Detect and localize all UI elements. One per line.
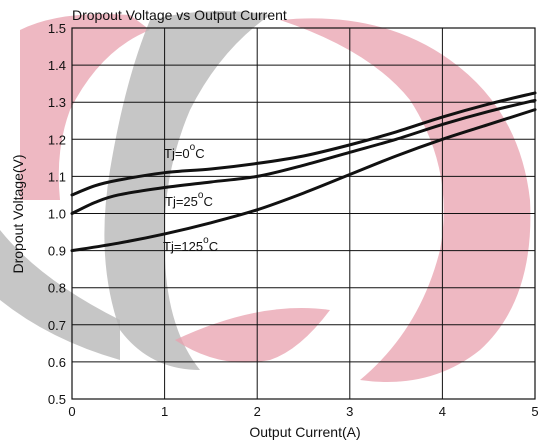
- series-labels: Tj=0oC Tj=25oC Tj=125oC: [163, 142, 218, 254]
- x-tick-label: 4: [439, 404, 446, 419]
- x-tick-labels: 0 1 2 3 4 5: [68, 404, 538, 419]
- series-lines: [70, 91, 537, 253]
- y-axis-label: Dropout Voltage(V): [10, 154, 26, 273]
- chart-title: Dropout Voltage vs Output Current: [72, 7, 287, 23]
- series-line-2: [70, 108, 537, 253]
- series-label-2: Tj=125oC: [163, 235, 218, 254]
- series-line-0: [70, 91, 537, 197]
- y-tick-label: 1.1: [48, 169, 66, 184]
- y-tick-label: 0.8: [48, 281, 66, 296]
- y-tick-label: 1.5: [48, 21, 66, 36]
- x-tick-label: 1: [161, 404, 168, 419]
- watermark-graphic: [0, 11, 531, 382]
- y-tick-label: 1.4: [48, 58, 66, 73]
- series-label-1: Tj=25oC: [165, 190, 213, 209]
- x-tick-label: 0: [68, 404, 75, 419]
- x-tick-label: 5: [531, 404, 538, 419]
- y-tick-label: 1.0: [48, 207, 66, 222]
- y-tick-labels: 0.5 0.6 0.7 0.8 0.9 1.0 1.1 1.2 1.3 1.4 1.5: [48, 21, 66, 407]
- series-line-1: [70, 98, 537, 215]
- series-label-0: Tj=0oC: [164, 142, 205, 161]
- x-tick-label: 3: [346, 404, 353, 419]
- y-tick-label: 0.5: [48, 392, 66, 407]
- y-tick-label: 0.6: [48, 355, 66, 370]
- y-tick-label: 0.7: [48, 318, 66, 333]
- y-tick-label: 1.3: [48, 95, 66, 110]
- y-tick-label: 0.9: [48, 244, 66, 259]
- x-axis-label: Output Current(A): [249, 424, 360, 440]
- y-tick-label: 1.2: [48, 132, 66, 147]
- x-tick-label: 2: [254, 404, 261, 419]
